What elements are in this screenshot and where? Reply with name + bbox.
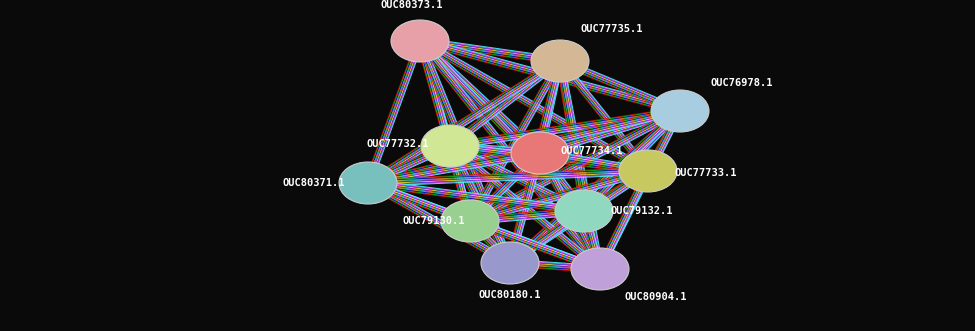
Text: OUC79130.1: OUC79130.1: [403, 216, 465, 226]
Text: OUC77735.1: OUC77735.1: [581, 24, 644, 34]
Text: OUC80904.1: OUC80904.1: [625, 292, 687, 302]
Ellipse shape: [339, 162, 397, 204]
Text: OUC77732.1: OUC77732.1: [367, 139, 429, 149]
Text: OUC77734.1: OUC77734.1: [561, 146, 623, 156]
Text: OUC79132.1: OUC79132.1: [610, 206, 674, 216]
Text: OUC76978.1: OUC76978.1: [711, 78, 773, 88]
Text: OUC80373.1: OUC80373.1: [381, 0, 444, 10]
Ellipse shape: [619, 150, 677, 192]
Ellipse shape: [511, 132, 569, 174]
Ellipse shape: [571, 248, 629, 290]
Text: OUC80371.1: OUC80371.1: [283, 178, 345, 188]
Ellipse shape: [391, 20, 449, 62]
Text: OUC77733.1: OUC77733.1: [675, 168, 737, 178]
Ellipse shape: [651, 90, 709, 132]
Ellipse shape: [441, 200, 499, 242]
Text: OUC80180.1: OUC80180.1: [479, 290, 541, 300]
Ellipse shape: [421, 125, 479, 167]
Ellipse shape: [481, 242, 539, 284]
Ellipse shape: [555, 190, 613, 232]
Ellipse shape: [531, 40, 589, 82]
